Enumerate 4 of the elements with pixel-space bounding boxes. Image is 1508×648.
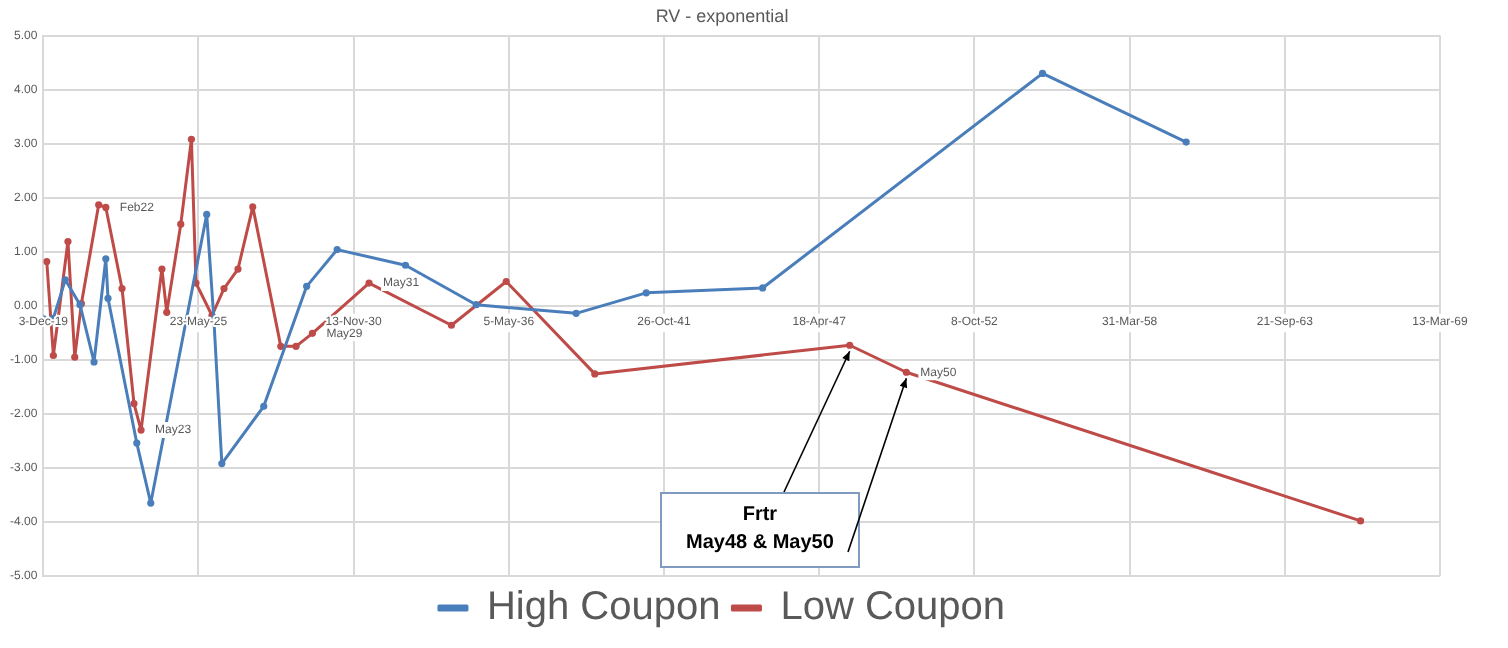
chart-title: RV - exponential: [655, 5, 789, 26]
legend-label: Low Coupon: [780, 585, 1006, 630]
annotation: Frtr May48 & May50: [660, 492, 860, 568]
legend-label: High Coupon: [486, 585, 721, 630]
